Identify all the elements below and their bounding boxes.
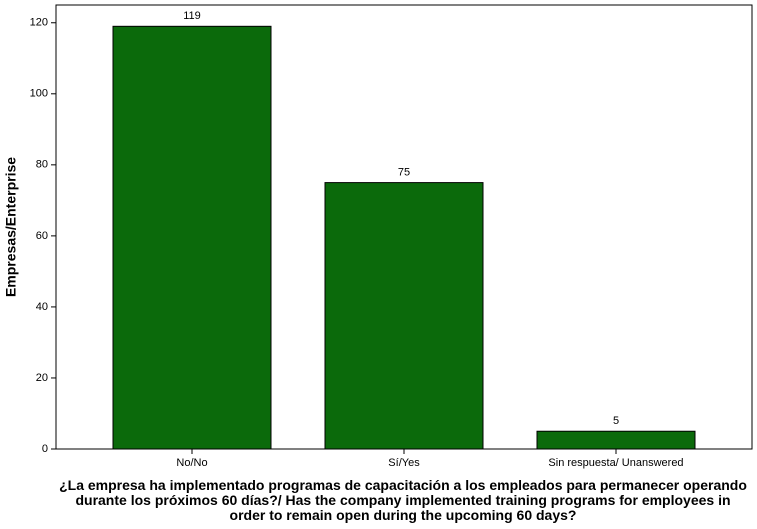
- bar: [324, 182, 484, 450]
- x-tick-label: Sin respuesta/ Unanswered: [548, 457, 683, 469]
- y-tick-label: 100: [30, 88, 48, 100]
- bar: [536, 430, 696, 450]
- y-tick-label: 40: [36, 301, 48, 313]
- data-label: 5: [613, 415, 619, 427]
- y-tick-label: 60: [36, 230, 48, 242]
- y-axis-title: Empresas/Enterprise: [3, 157, 19, 297]
- chart: Empresas/Enterprise 0 20 40 60 80 100 120 No/No…: [3, 4, 753, 469]
- x-axis-title: ¿La empresa ha implementado programas de…: [59, 477, 747, 523]
- y-tick-label: 20: [36, 372, 48, 384]
- x-tick-label: Sí/Yes: [388, 457, 420, 469]
- data-label: 75: [398, 167, 410, 179]
- y-tick-label: 120: [30, 17, 48, 29]
- bar: [112, 25, 272, 450]
- x-tick-label: No/No: [176, 457, 207, 469]
- y-tick-label: 0: [42, 443, 48, 455]
- y-tick-label: 80: [36, 159, 48, 171]
- data-label: 119: [183, 10, 201, 22]
